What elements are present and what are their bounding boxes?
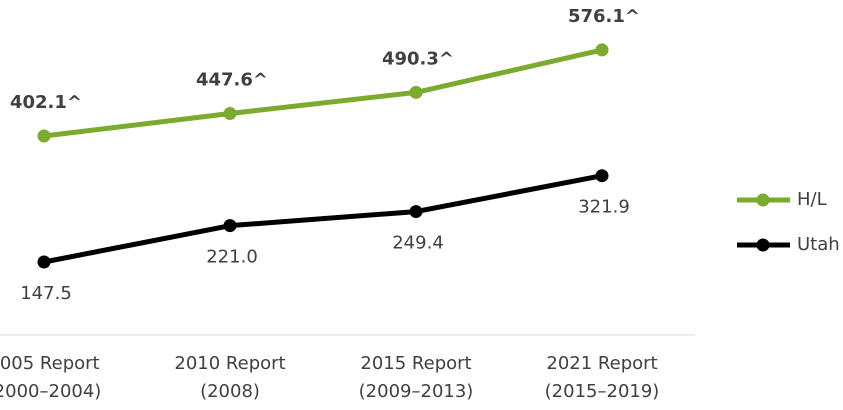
x-tick-label: 2010 Report (2008)	[174, 353, 286, 402]
line	[43, 173, 603, 265]
marker	[223, 219, 237, 233]
legend-marker	[756, 238, 770, 252]
marker	[595, 169, 609, 183]
marker	[409, 85, 423, 99]
x-tick-label: 2015 Report (2009–2013)	[358, 353, 474, 402]
data-label: 249.4	[392, 233, 444, 254]
data-label: 147.5	[20, 283, 72, 304]
marker	[223, 107, 237, 121]
data-label: 490.3^	[382, 48, 454, 69]
data-label: 447.6^	[196, 70, 268, 91]
data-label: 221.0	[206, 247, 258, 268]
marker	[595, 43, 609, 57]
line	[43, 47, 603, 139]
legend-label: H/L	[797, 189, 827, 210]
legend-label: Utah	[797, 234, 840, 255]
data-label: 321.9	[578, 197, 630, 218]
data-label: 402.1^	[10, 92, 82, 113]
marker	[37, 129, 51, 143]
x-tick-label: 2005 Report (2000–2004)	[0, 353, 102, 402]
legend-marker	[756, 193, 770, 207]
x-tick-label: 2021 Report (2015–2019)	[544, 353, 660, 402]
data-label: 576.1^	[568, 6, 640, 27]
marker	[37, 255, 51, 269]
marker	[409, 205, 423, 219]
